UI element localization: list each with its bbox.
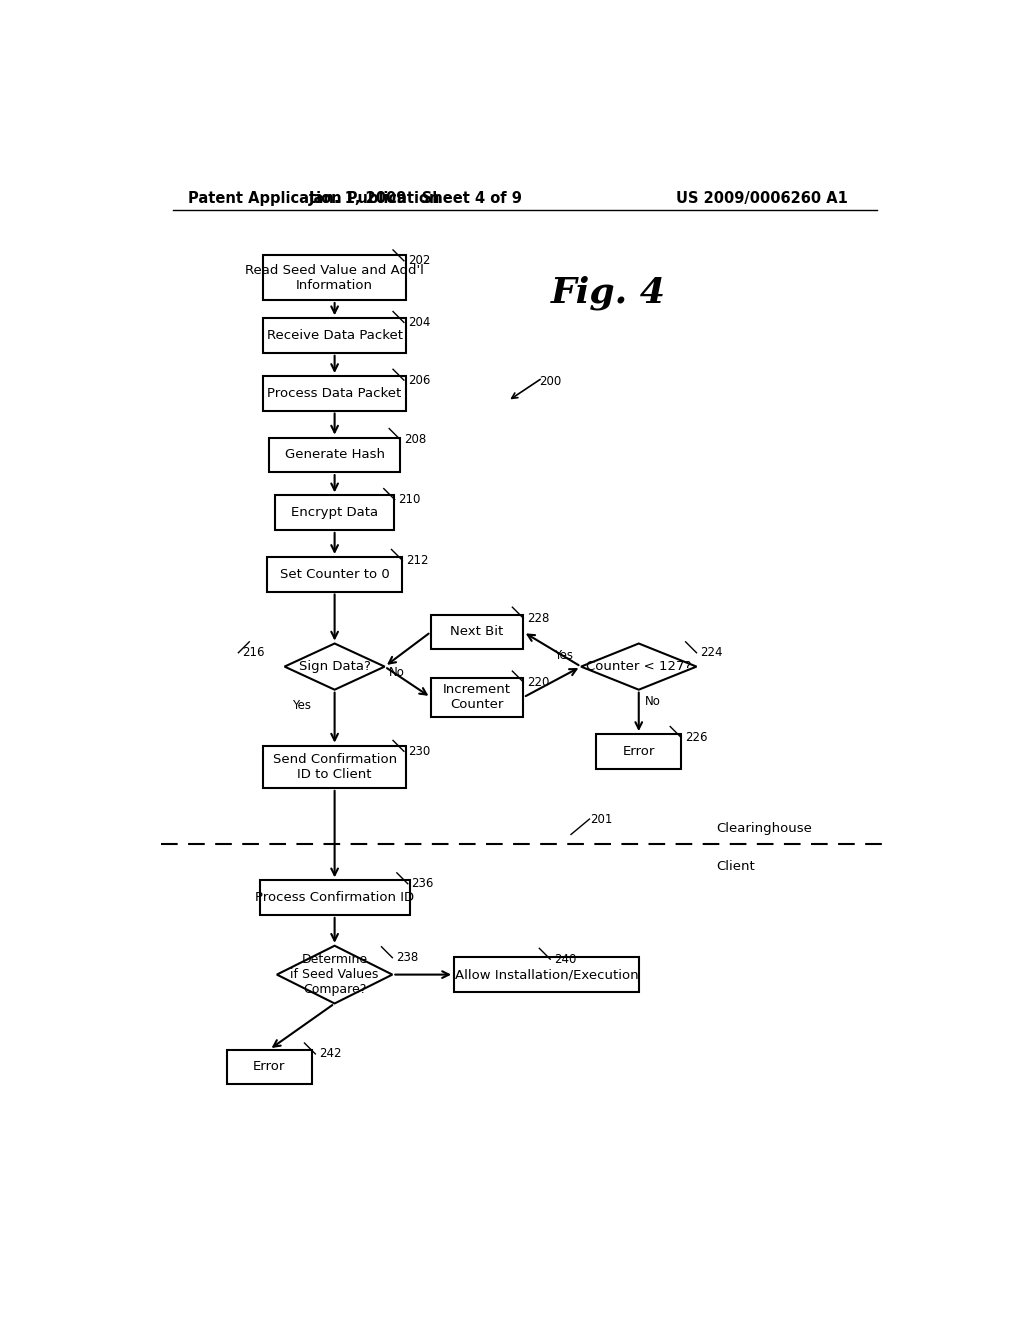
Text: Error: Error [253,1060,286,1073]
Text: 236: 236 [412,878,434,890]
Text: Allow Installation/Execution: Allow Installation/Execution [455,968,638,981]
Text: Increment
Counter: Increment Counter [443,684,511,711]
Text: No: No [645,694,660,708]
Text: 204: 204 [408,315,430,329]
Text: 240: 240 [554,953,577,966]
Text: Patent Application Publication: Patent Application Publication [188,191,440,206]
Text: 224: 224 [700,647,723,659]
Text: 202: 202 [408,255,430,268]
Bar [226,1049,311,1084]
Text: Fig. 4: Fig. 4 [551,276,666,310]
Text: 228: 228 [527,611,550,624]
Text: Receive Data Packet: Receive Data Packet [266,329,402,342]
Text: Determine
if Seed Values
Compare?: Determine if Seed Values Compare? [291,953,379,997]
Text: Clearinghouse: Clearinghouse [716,822,812,834]
Text: Error: Error [623,744,655,758]
Text: Send Confirmation
ID to Client: Send Confirmation ID to Client [272,752,396,780]
Text: Set Counter to 0: Set Counter to 0 [280,568,389,581]
Bar [263,376,406,411]
Text: US 2009/0006260 A1: US 2009/0006260 A1 [676,191,848,206]
Text: 210: 210 [398,492,421,506]
Bar [269,437,400,473]
Bar [267,557,402,591]
Text: 200: 200 [539,375,561,388]
Polygon shape [276,945,392,1003]
Bar [263,318,406,352]
Text: 226: 226 [685,731,708,744]
Text: No: No [388,667,404,680]
Text: Next Bit: Next Bit [451,626,504,639]
Text: Sign Data?: Sign Data? [299,660,371,673]
Bar [259,880,410,915]
Bar [263,256,406,300]
Text: Yes: Yes [554,648,573,661]
Text: Yes: Yes [292,698,311,711]
Text: Read Seed Value and Add'l
Information: Read Seed Value and Add'l Information [245,264,424,292]
Text: 212: 212 [407,554,429,566]
Bar [431,615,523,649]
Text: 206: 206 [408,374,430,387]
Text: Client: Client [716,861,755,874]
Bar [263,746,406,788]
Text: 230: 230 [408,744,430,758]
Polygon shape [581,644,696,689]
Polygon shape [285,644,385,689]
Bar [454,957,639,991]
Text: 242: 242 [319,1047,342,1060]
Text: 216: 216 [243,647,265,659]
Text: Counter < 127?: Counter < 127? [586,660,691,673]
Text: Process Confirmation ID: Process Confirmation ID [255,891,414,904]
Text: 208: 208 [403,433,426,446]
Bar [274,495,394,529]
Text: Jan. 1, 2009   Sheet 4 of 9: Jan. 1, 2009 Sheet 4 of 9 [308,191,522,206]
Bar [431,678,523,717]
Text: 220: 220 [527,676,550,689]
Text: Generate Hash: Generate Hash [285,449,385,462]
Bar [596,734,681,768]
Text: Encrypt Data: Encrypt Data [291,506,378,519]
Text: 238: 238 [396,952,419,964]
Text: Process Data Packet: Process Data Packet [267,387,401,400]
Text: 201: 201 [590,813,612,825]
